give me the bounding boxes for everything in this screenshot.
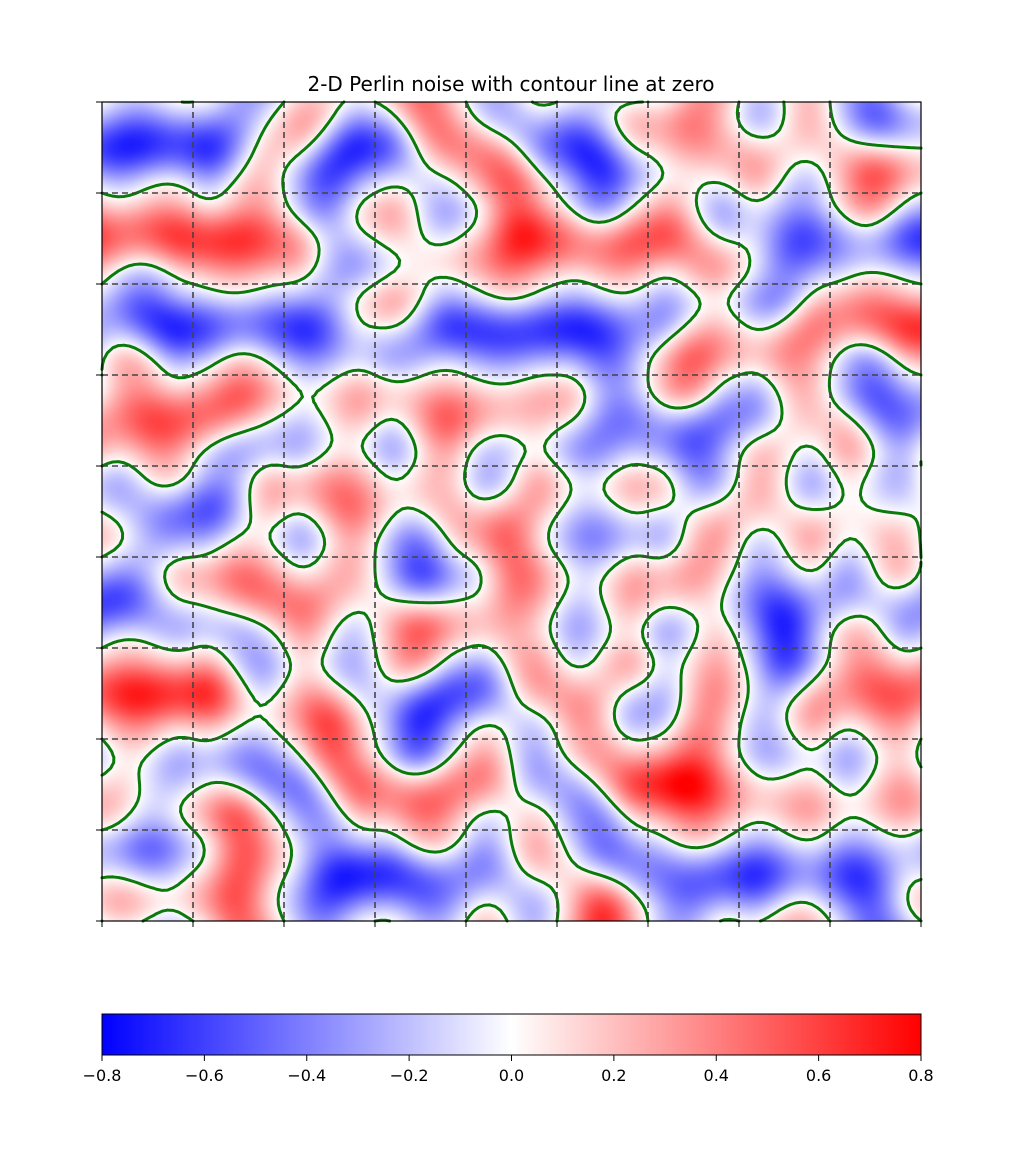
- axis-ticks: [96, 101, 922, 927]
- chart-title: 2-D Perlin noise with contour line at ze…: [307, 72, 714, 96]
- colorbar-tick-label: −0.8: [83, 1066, 122, 1085]
- colorbar-tick-label: 0.6: [806, 1066, 831, 1085]
- heatmap-image: [102, 102, 921, 921]
- colorbar-gradient: [102, 1014, 921, 1055]
- colorbar-tick-label: 0.2: [601, 1066, 626, 1085]
- grid-lines: [102, 102, 921, 921]
- colorbar-tick-label: −0.6: [185, 1066, 224, 1085]
- colorbar-tick-label: 0.4: [704, 1066, 729, 1085]
- colorbar-tick-label: −0.4: [287, 1066, 326, 1085]
- colorbar-tick-label: 0.0: [499, 1066, 524, 1085]
- colorbar-tick-label: −0.2: [390, 1066, 429, 1085]
- zero-contour-lines: [100, 100, 923, 923]
- heatmap-axes: [96, 100, 923, 927]
- colorbar-tick-label: 0.8: [908, 1066, 933, 1085]
- colorbar: −0.8 −0.6 −0.4 −0.2 0.0 0.2 0.4 0.6 0.8: [83, 1013, 934, 1085]
- plot-frame: [101, 101, 922, 922]
- colorbar-ticks: −0.8 −0.6 −0.4 −0.2 0.0 0.2 0.4 0.6 0.8: [83, 1055, 934, 1085]
- zero-contour: [100, 100, 923, 923]
